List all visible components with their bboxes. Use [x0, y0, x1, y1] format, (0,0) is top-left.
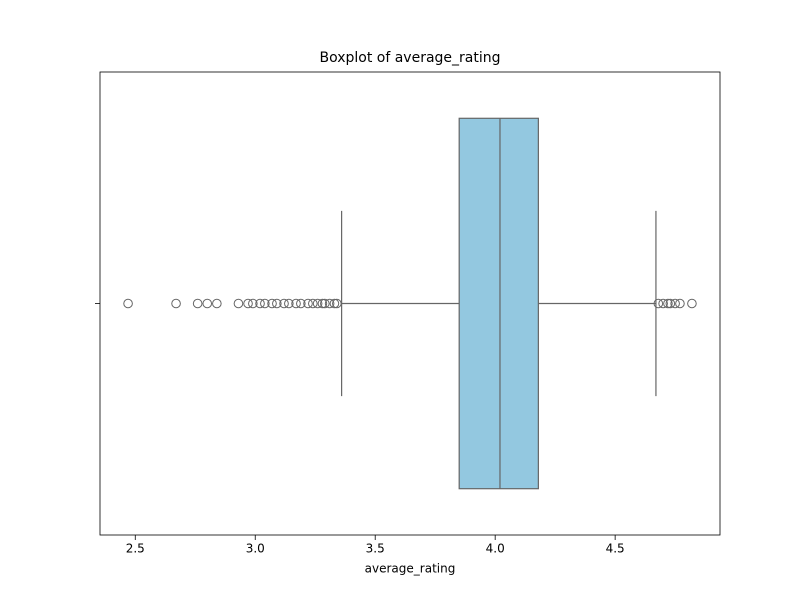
plot-frame: [99, 71, 721, 536]
outlier: [317, 298, 328, 309]
x-tick-label: 2.5: [126, 542, 145, 556]
outlier: [243, 298, 253, 309]
outlier: [670, 298, 680, 309]
outlier: [308, 298, 318, 309]
outlier: [663, 298, 673, 309]
outlier: [272, 298, 282, 309]
outlier: [312, 298, 323, 309]
outlier: [675, 298, 685, 309]
outlier: [687, 298, 697, 309]
x-tick-label: 3.5: [366, 542, 385, 556]
outlier: [291, 298, 301, 309]
outlier: [303, 298, 313, 309]
outlier: [332, 298, 342, 309]
outlier: [653, 298, 664, 309]
outlier: [123, 298, 133, 309]
outlier: [260, 298, 270, 309]
outlier: [279, 298, 289, 309]
outlier: [320, 298, 330, 309]
outlier: [324, 298, 335, 309]
outlier: [171, 298, 181, 309]
outlier: [212, 298, 222, 309]
outlier: [202, 298, 213, 309]
outlier: [296, 298, 306, 309]
x-tick-label: 4.5: [606, 542, 625, 556]
x-axis-label: average_rating: [365, 562, 456, 576]
outlier: [248, 298, 258, 309]
x-tick-label: 4.0: [486, 542, 505, 556]
outlier: [255, 298, 265, 309]
outlier: [658, 298, 668, 309]
outlier: [267, 298, 277, 309]
outlier: [665, 298, 676, 309]
outlier: [284, 298, 294, 309]
outlier: [233, 298, 244, 309]
x-tick-label: 3.0: [246, 542, 265, 556]
chart-title: Boxplot of average_rating: [319, 50, 500, 66]
outlier: [329, 298, 340, 309]
box: [458, 117, 539, 490]
outlier: [192, 298, 203, 309]
